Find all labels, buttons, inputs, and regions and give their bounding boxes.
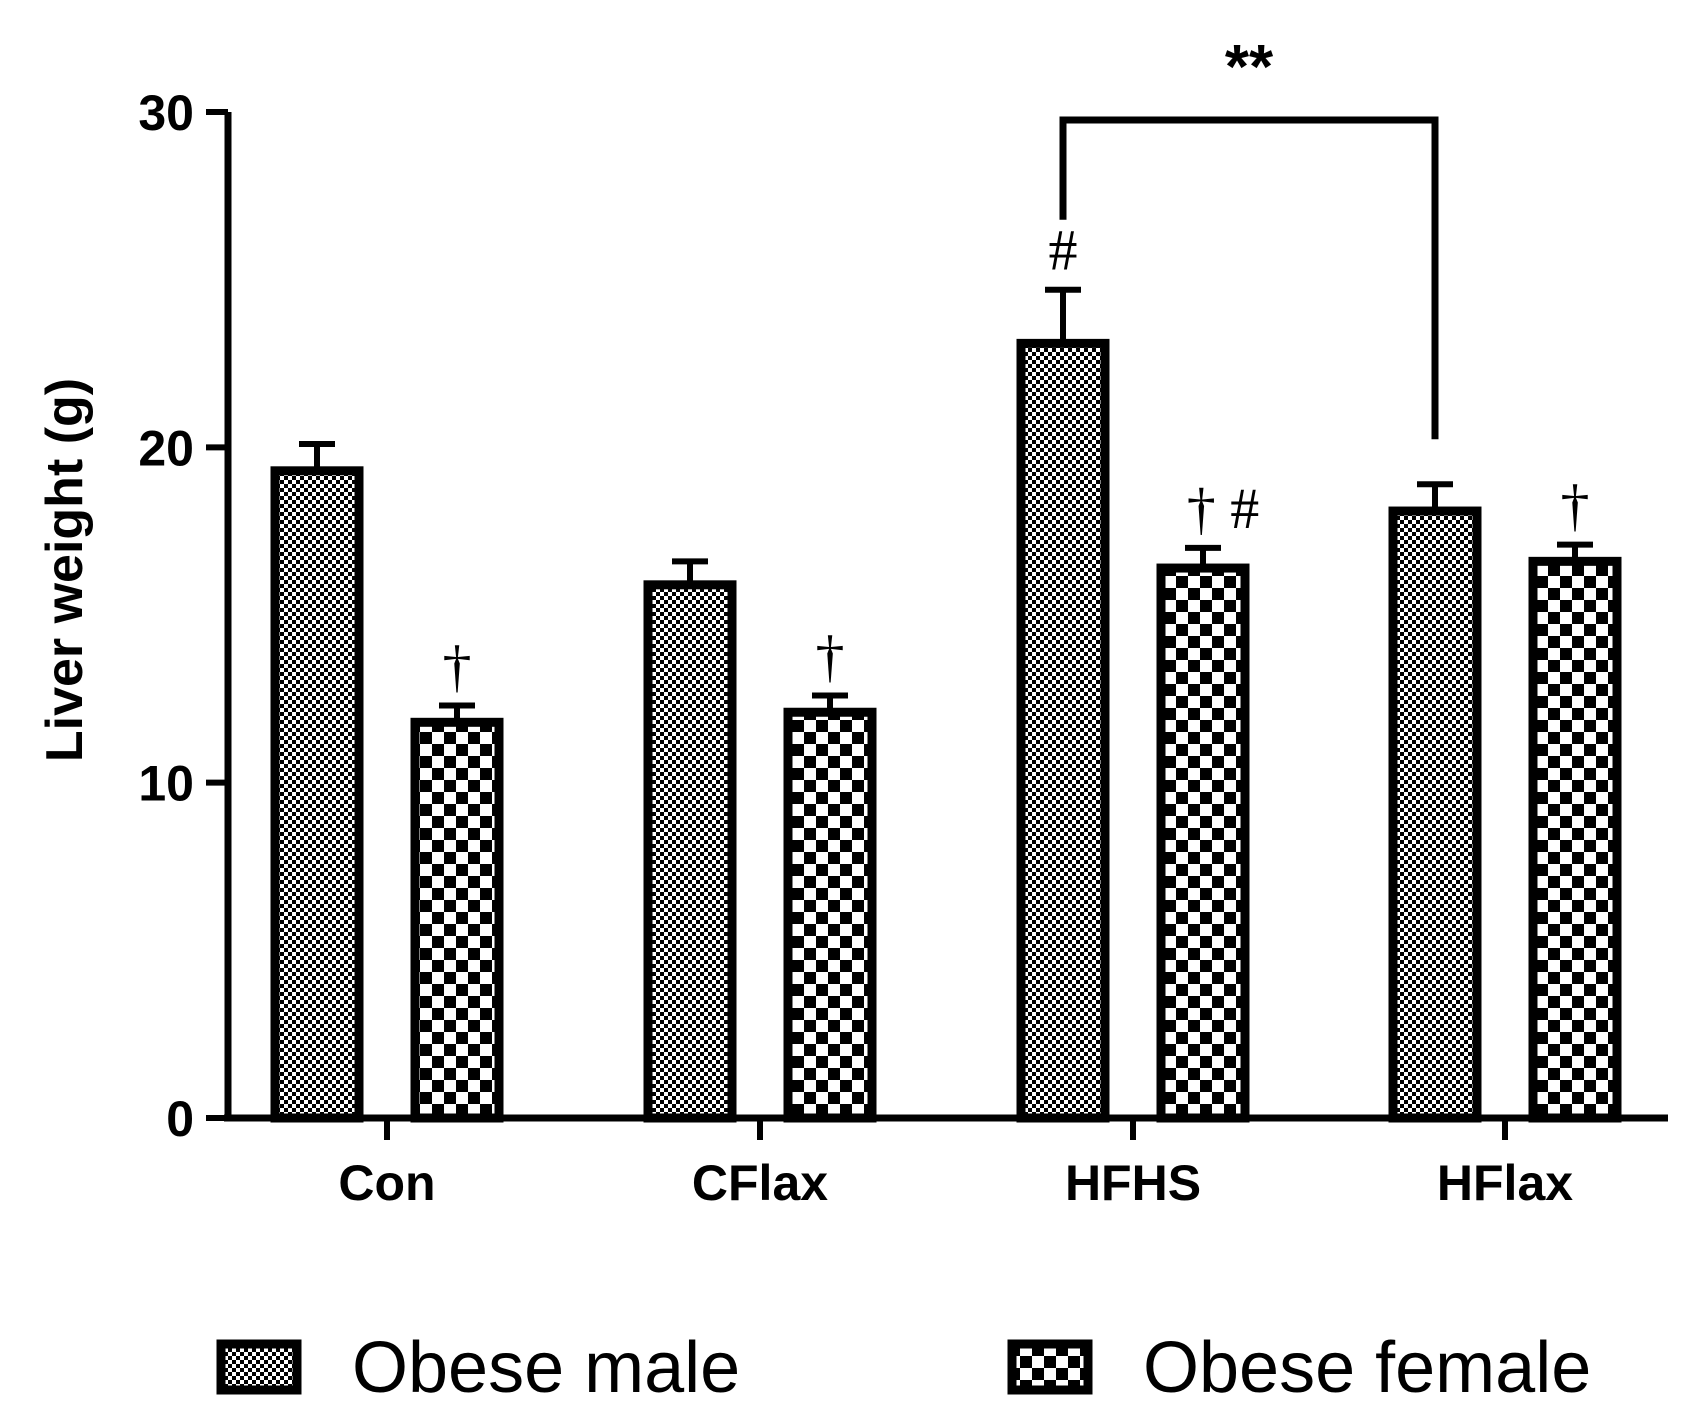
bar-obese-female-hfhs: [1156, 563, 1250, 1123]
bar-obese-female-hflax: [1528, 556, 1622, 1123]
bar-obese-female-cflax: [783, 707, 877, 1123]
annotation-symbol: †: [1561, 473, 1590, 538]
y-tick-label: 30: [138, 85, 194, 141]
significance-stars: **: [1225, 33, 1274, 102]
annotation-symbol: #: [1049, 218, 1078, 283]
bar-obese-male-cflax: [643, 580, 737, 1123]
annotation-symbol: †: [816, 623, 845, 688]
y-tick-label: 20: [138, 420, 194, 476]
legend-swatch-obese-male: [216, 1339, 302, 1395]
x-category-label: Con: [338, 1155, 435, 1211]
y-axis-title: Liver weight (g): [36, 378, 94, 762]
significance-bracket: [1059, 116, 1439, 440]
bar-obese-male-hflax: [1388, 506, 1482, 1123]
x-category-label: HFHS: [1065, 1155, 1201, 1211]
annotation-symbol: †: [443, 634, 472, 699]
x-category-label: HFlax: [1437, 1155, 1573, 1211]
bar-obese-male-con: [270, 466, 364, 1123]
legend-label-obese-female: Obese female: [1143, 1328, 1591, 1408]
x-category-label: CFlax: [692, 1155, 828, 1211]
y-tick-label: 0: [166, 1091, 194, 1147]
legend-swatch-obese-female: [1007, 1339, 1093, 1395]
bar-obese-female-con: [410, 717, 504, 1123]
annotation-symbol: † #: [1187, 476, 1260, 541]
y-tick-label: 10: [138, 756, 194, 812]
legend-label-obese-male: Obese male: [352, 1328, 740, 1408]
bar-obese-male-hfhs: [1016, 338, 1110, 1123]
